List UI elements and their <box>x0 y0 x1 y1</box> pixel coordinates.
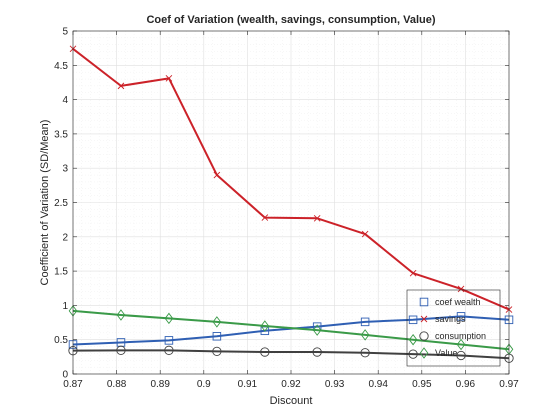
data-point-savings <box>313 214 321 222</box>
x-axis-label: Discount <box>270 395 313 407</box>
x-tick-label: 0.96 <box>456 379 476 390</box>
data-point-coef-wealth <box>164 336 174 345</box>
series-consumption <box>68 345 514 363</box>
data-point-value <box>360 329 370 341</box>
data-point-value <box>456 338 466 351</box>
y-tick-label: 3 <box>62 164 68 175</box>
legend-marker-value <box>419 347 429 359</box>
x-tick-label: 0.88 <box>107 379 127 390</box>
y-tick-label: 1 <box>62 301 68 312</box>
y-tick-label: 2.5 <box>54 198 68 209</box>
data-point-consumption <box>408 349 418 359</box>
data-point-consumption <box>260 347 270 357</box>
x-tick-label: 0.87 <box>63 379 83 390</box>
data-point-savings <box>213 171 221 179</box>
series-line-savings <box>72 48 510 311</box>
y-tick-label: 5 <box>62 27 68 38</box>
ticks: 0.87 0.88 0.89 0.9 0.91 0.92 0.93 0.94 0.95 0.96 0… <box>54 27 519 391</box>
chart-title: Coef of Variation (wealth, savings, cons… <box>146 14 435 26</box>
data-point-consumption <box>116 345 126 355</box>
data-point-value <box>212 316 222 328</box>
data-point-savings <box>117 82 125 90</box>
data-point-savings <box>361 230 369 238</box>
data-point-value <box>260 320 270 332</box>
legend-label-savings: savings <box>435 314 466 324</box>
data-point-consumption <box>164 345 174 355</box>
data-point-savings <box>165 75 173 82</box>
series-line-value <box>72 309 510 351</box>
x-tick-label: 0.94 <box>368 379 388 390</box>
legend-box <box>406 289 501 367</box>
data-point-coef-wealth <box>456 312 466 321</box>
series-value <box>68 305 514 356</box>
x-tick-label: 0.93 <box>325 379 345 390</box>
y-tick-label: 4.5 <box>54 61 68 72</box>
legend-marker-consumption <box>419 331 429 341</box>
legend-marker-coef-wealth <box>419 297 429 307</box>
data-point-value <box>408 333 418 346</box>
y-axis-label: Coefficient of Variation (SD/Mean) <box>39 120 51 286</box>
y-tick-label: 2 <box>62 232 68 243</box>
data-point-coef-wealth <box>408 315 418 325</box>
data-point-savings <box>409 269 417 277</box>
data-point-savings <box>457 285 465 293</box>
data-point-consumption <box>312 347 322 357</box>
legend-label-coef-wealth: coef wealth <box>435 297 481 307</box>
data-point-value <box>164 312 174 325</box>
y-tick-label: 0 <box>62 370 68 381</box>
data-point-consumption <box>456 350 466 361</box>
x-tick-label: 0.91 <box>238 379 258 390</box>
data-point-savings <box>261 214 269 221</box>
y-tick-label: 0.5 <box>54 335 68 346</box>
series-line-consumption <box>72 349 510 360</box>
y-tick-label: 4 <box>62 95 68 106</box>
x-tick-label: 0.92 <box>281 379 301 390</box>
data-point-coef-wealth <box>212 332 222 341</box>
data-point-consumption <box>212 346 222 357</box>
y-tick-label: 1.5 <box>54 267 68 278</box>
series-savings <box>69 45 513 313</box>
x-tick-label: 0.9 <box>197 379 211 390</box>
y-tick-label: 3.5 <box>54 129 68 140</box>
data-point-value <box>116 309 126 321</box>
x-tick-label: 0.89 <box>150 379 170 390</box>
data-point-coef-wealth <box>360 317 370 327</box>
legend-marker-savings <box>420 315 428 323</box>
legend: coef wealth savings consumption Value <box>406 289 501 367</box>
x-tick-label: 0.97 <box>499 379 519 390</box>
data-point-value <box>312 324 322 336</box>
data-point-consumption <box>360 348 370 358</box>
series-layer <box>68 45 514 363</box>
legend-label-value: Value <box>435 348 457 358</box>
x-tick-label: 0.95 <box>412 379 432 390</box>
legend-label-consumption: consumption <box>435 331 486 341</box>
